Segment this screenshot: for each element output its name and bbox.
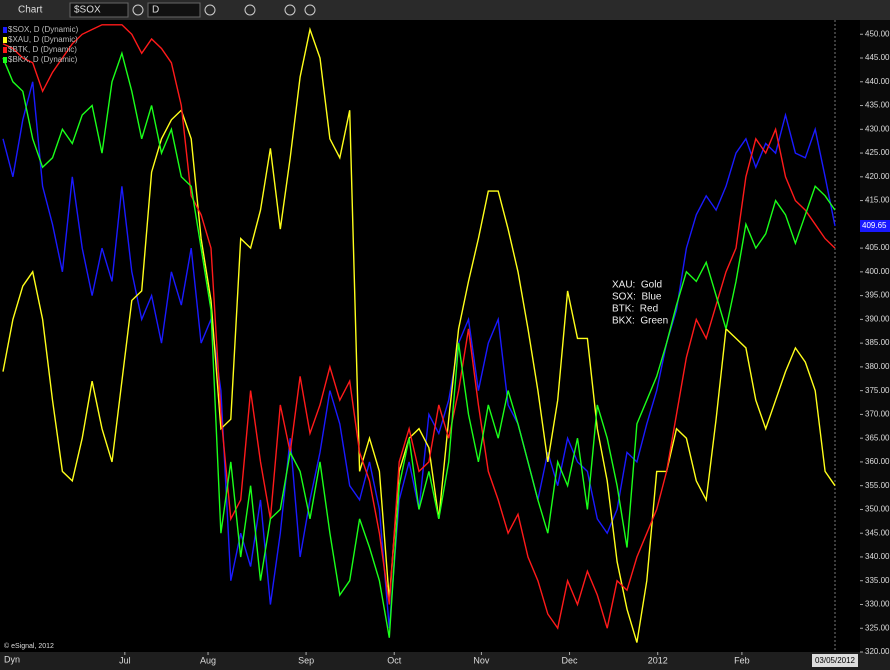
legend-entry: $BKX, D (Dynamic) xyxy=(8,55,78,64)
last-date: 03/05/2012 xyxy=(815,656,856,665)
x-tick-label: Nov xyxy=(473,655,490,665)
symbol[interactable]: $SOX xyxy=(74,5,101,16)
y-tick-label: 425.00 xyxy=(865,148,890,157)
y-tick-label: 340.00 xyxy=(865,552,890,561)
legend-entry: $XAU, D (Dynamic) xyxy=(8,35,78,44)
y-tick-label: 365.00 xyxy=(865,433,890,442)
plot-area xyxy=(0,20,860,652)
x-tick-label: Aug xyxy=(200,655,216,665)
series-line xyxy=(2,26,836,643)
x-tick-label: Feb xyxy=(734,655,750,665)
chart-layer: 450.00 445.00 440.00 435.00 430.00 425.00 420.… xyxy=(2,24,890,667)
toolbar xyxy=(0,0,890,20)
legend-entry: $BTK, D (Dynamic) xyxy=(8,45,77,54)
series-line xyxy=(2,24,836,630)
legend-swatch xyxy=(3,27,7,33)
interval-box[interactable] xyxy=(147,2,201,18)
y-tick-label: 420.00 xyxy=(865,172,890,181)
x-tick-label: Oct xyxy=(387,655,402,665)
y-tick-label: 345.00 xyxy=(865,528,890,537)
price-axis xyxy=(860,20,890,652)
window-title: Chart xyxy=(18,5,43,16)
annotation: BKX: Green xyxy=(612,316,668,327)
y-tick-label: 380.00 xyxy=(865,362,890,371)
y-tick-label: 400.00 xyxy=(865,267,890,276)
legend-swatch xyxy=(3,57,7,63)
last-value-tag xyxy=(860,219,890,232)
interval[interactable]: D xyxy=(152,5,159,16)
y-tick-label: 390.00 xyxy=(865,314,890,323)
y-tick-label: 415.00 xyxy=(865,196,890,205)
legend-swatch xyxy=(3,37,7,43)
y-tick-label: 370.00 xyxy=(865,410,890,419)
annotation: BTK: Red xyxy=(612,304,658,315)
x-tick-label: 2012 xyxy=(648,655,668,665)
y-tick-label: 450.00 xyxy=(865,29,890,38)
y-tick-label: 330.00 xyxy=(865,600,890,609)
y-tick-label: 435.00 xyxy=(865,101,890,110)
y-tick-label: 320.00 xyxy=(865,647,890,656)
y-tick-label: 440.00 xyxy=(865,77,890,86)
y-tick-label: 335.00 xyxy=(865,576,890,585)
series-line xyxy=(2,50,836,638)
tool-icon[interactable] xyxy=(244,4,256,16)
symbol-box[interactable] xyxy=(69,2,129,18)
play-icon[interactable] xyxy=(284,4,296,16)
y-tick-label: 350.00 xyxy=(865,505,890,514)
refresh-icon[interactable] xyxy=(204,4,216,16)
date-box xyxy=(812,654,858,667)
x-tick-label: Sep xyxy=(298,655,314,665)
x-tick-label: Jul xyxy=(119,655,131,665)
y-tick-label: 325.00 xyxy=(865,623,890,632)
y-tick-label: 360.00 xyxy=(865,457,890,466)
footer-mode[interactable]: Dyn xyxy=(4,654,20,664)
y-tick-label: 430.00 xyxy=(865,124,890,133)
y-tick-label: 395.00 xyxy=(865,291,890,300)
zoom-icon[interactable] xyxy=(304,4,316,16)
y-tick-label: 385.00 xyxy=(865,338,890,347)
annotation: XAU: Gold xyxy=(612,280,662,291)
last-value-label: 409.65 xyxy=(862,221,887,230)
settings-icon[interactable] xyxy=(132,4,144,16)
x-tick-label: Dec xyxy=(562,655,579,665)
y-tick-label: 405.00 xyxy=(865,243,890,252)
y-tick-label: 375.00 xyxy=(865,386,890,395)
legend-swatch xyxy=(3,47,7,53)
y-tick-label: 355.00 xyxy=(865,481,890,490)
annotation: SOX: Blue xyxy=(612,292,662,303)
footer xyxy=(0,652,890,670)
legend-entry: $SOX, D (Dynamic) xyxy=(8,25,79,34)
copyright: © eSignal, 2012 xyxy=(4,642,54,650)
y-tick-label: 445.00 xyxy=(865,53,890,62)
